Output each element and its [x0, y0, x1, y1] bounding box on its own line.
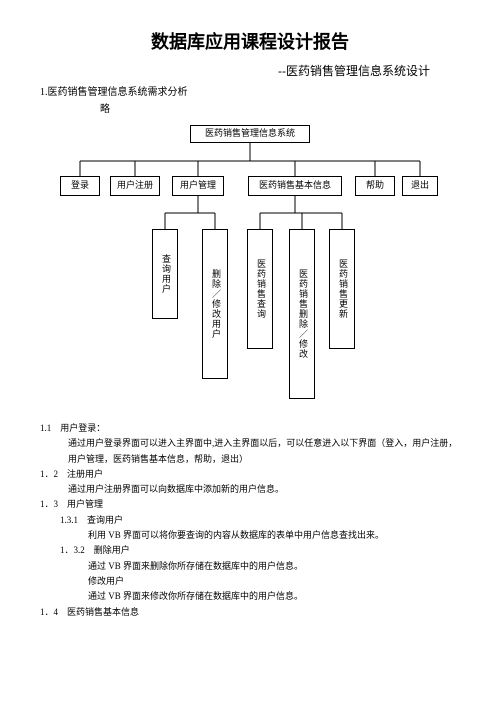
chart-user-mgmt: 用户管理	[172, 176, 224, 196]
org-chart: 医药销售管理信息系统 登录 用户注册 用户管理 医药销售基本信息 帮助 退出 查…	[50, 121, 450, 411]
s11-head: 1.1 用户登录：	[40, 421, 460, 436]
s132-text: 通过 VB 界面来删除你所存储在数据库中的用户信息。	[88, 559, 460, 574]
chart-query-user: 查询用户	[152, 229, 178, 319]
page-subtitle: --医药销售管理信息系统设计	[40, 62, 430, 79]
chart-root: 医药销售管理信息系统	[190, 125, 310, 143]
chart-del-mod-user: 删除／修改用户	[202, 229, 228, 379]
s12-text: 通过用户注册界面可以向数据库中添加新的用户信息。	[68, 482, 460, 497]
chart-med-del-mod: 医药销售删除／修改	[289, 229, 315, 399]
body-text: 1.1 用户登录： 通过用户登录界面可以进入主界面中,进入主界面以后，可以任意进…	[40, 421, 460, 620]
s132-head: 1．3.2 删除用户	[60, 543, 460, 558]
chart-med-query: 医药销售查询	[247, 229, 273, 349]
chart-exit: 退出	[402, 176, 438, 196]
chart-med-update: 医药销售更新	[329, 229, 355, 349]
chart-med-info: 医药销售基本信息	[248, 176, 342, 196]
s131-head: 1.3.1 查询用户	[60, 513, 460, 528]
chart-help: 帮助	[355, 176, 395, 196]
chart-login: 登录	[60, 176, 100, 196]
section1-heading: 1.医药销售管理信息系统需求分析	[40, 83, 460, 98]
s132b-text: 通过 VB 界面来修改你所存储在数据库中的用户信息。	[88, 589, 460, 604]
s11-text: 通过用户登录界面可以进入主界面中,进入主界面以后，可以任意进入以下界面（登入，用…	[68, 436, 460, 467]
chart-register: 用户注册	[110, 176, 160, 196]
s12-head: 1．2 注册用户	[40, 467, 460, 482]
s13-head: 1．3 用户管理	[40, 497, 460, 512]
s131-text: 利用 VB 界面可以将你要查询的内容从数据库的表单中用户信息查找出来。	[88, 528, 460, 543]
page-title: 数据库应用课程设计报告	[40, 28, 460, 54]
s132b-head: 修改用户	[88, 574, 460, 589]
s14-head: 1．4 医药销售基本信息	[40, 605, 460, 620]
section1-omit: 略	[100, 100, 460, 115]
